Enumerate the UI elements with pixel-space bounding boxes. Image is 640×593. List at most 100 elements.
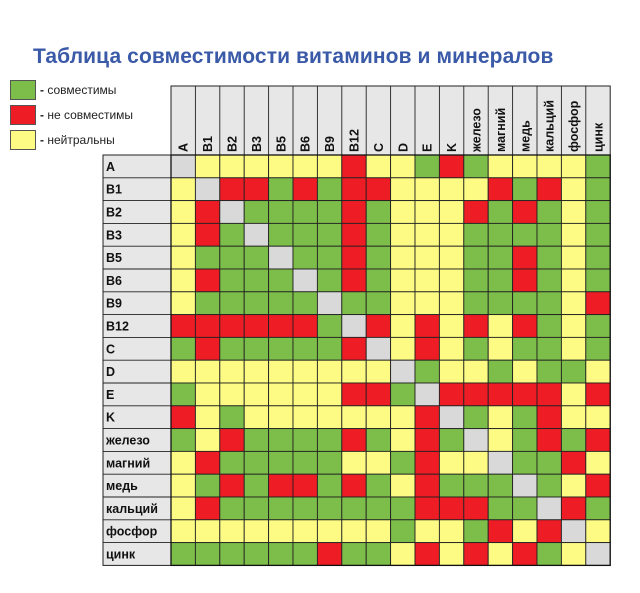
matrix-cell xyxy=(243,177,270,202)
matrix-cell xyxy=(390,359,416,384)
matrix-cell xyxy=(536,405,562,430)
matrix-cell xyxy=(341,382,367,407)
matrix-cell xyxy=(414,359,440,384)
row-label: кальций xyxy=(106,502,158,516)
matrix-cell xyxy=(438,473,465,498)
matrix-cell xyxy=(341,200,367,224)
matrix-cell xyxy=(463,428,489,452)
matrix-cell xyxy=(316,336,343,361)
matrix-cell xyxy=(316,154,343,179)
matrix-cell xyxy=(219,154,245,179)
matrix-cell xyxy=(438,268,465,293)
row-label: K xyxy=(106,411,115,425)
matrix-cell xyxy=(438,359,465,384)
column-label: фосфор xyxy=(567,100,581,152)
legend-dash: - xyxy=(40,108,44,122)
row-label: железо xyxy=(105,434,150,448)
matrix-cell xyxy=(219,450,245,475)
row-label: магний xyxy=(106,456,150,470)
matrix-cell xyxy=(414,450,440,475)
matrix-cell xyxy=(438,291,465,316)
matrix-cell xyxy=(585,450,611,475)
row-label: B9 xyxy=(106,297,122,311)
matrix-cell xyxy=(194,245,221,270)
matrix-cell xyxy=(316,177,343,202)
matrix-cell xyxy=(365,177,392,202)
matrix-cell xyxy=(170,496,196,521)
matrix-cell xyxy=(341,519,367,544)
matrix-cell xyxy=(170,542,196,566)
matrix-cell xyxy=(170,473,196,498)
matrix-cell xyxy=(365,496,392,521)
matrix-cell xyxy=(560,268,587,293)
matrix-cell xyxy=(463,519,489,544)
matrix-cell xyxy=(268,314,294,338)
matrix-cell xyxy=(316,359,343,384)
matrix-cell xyxy=(170,519,196,544)
matrix-cell xyxy=(487,268,514,293)
matrix-cell xyxy=(365,222,392,247)
matrix-cell xyxy=(219,314,245,338)
matrix-cell xyxy=(292,154,318,179)
matrix-cell xyxy=(585,177,611,202)
matrix-cell xyxy=(560,382,587,407)
matrix-cell xyxy=(463,496,489,521)
matrix-cell xyxy=(390,542,416,566)
column-label: кальций xyxy=(543,100,557,152)
matrix-cell xyxy=(243,542,270,566)
matrix-cell xyxy=(194,519,221,544)
matrix-cell xyxy=(463,473,489,498)
matrix-cell xyxy=(585,405,611,430)
matrix-cell xyxy=(170,314,196,338)
matrix-cell xyxy=(341,154,367,179)
page-title: Таблица совместимости витаминов и минера… xyxy=(33,45,554,68)
matrix-cell xyxy=(170,382,196,407)
matrix-cell xyxy=(560,200,587,224)
matrix-cell xyxy=(219,222,245,247)
matrix-cell xyxy=(414,382,440,407)
matrix-cell xyxy=(268,245,294,270)
matrix-cell xyxy=(341,359,367,384)
matrix-cell xyxy=(292,291,318,316)
matrix-cell xyxy=(316,542,343,566)
legend-text: совместимы xyxy=(47,83,117,97)
matrix-cell xyxy=(194,314,221,338)
matrix-cell xyxy=(536,496,562,521)
matrix-cell xyxy=(292,405,318,430)
matrix-cell xyxy=(585,359,611,384)
matrix-cell xyxy=(536,314,562,338)
row-label: D xyxy=(106,365,115,379)
matrix-cell xyxy=(292,245,318,270)
matrix-cell xyxy=(194,405,221,430)
matrix-cell xyxy=(243,359,270,384)
matrix-cell xyxy=(194,336,221,361)
matrix-cell xyxy=(268,268,294,293)
matrix-cell xyxy=(170,359,196,384)
matrix-cell xyxy=(316,245,343,270)
matrix-border xyxy=(170,154,611,567)
matrix-cell xyxy=(243,314,270,338)
matrix-cell xyxy=(487,382,514,407)
matrix-cell xyxy=(268,382,294,407)
matrix-cell xyxy=(219,405,245,430)
matrix-cell xyxy=(292,177,318,202)
matrix-cell xyxy=(560,336,587,361)
matrix-cell xyxy=(268,473,294,498)
matrix-cell xyxy=(585,268,611,293)
matrix-cell xyxy=(268,359,294,384)
matrix-cell xyxy=(463,291,489,316)
matrix-cell xyxy=(585,519,611,544)
matrix-cell xyxy=(438,222,465,247)
matrix-cell xyxy=(487,473,514,498)
matrix-cell xyxy=(536,291,562,316)
matrix-cell xyxy=(219,336,245,361)
matrix-cell xyxy=(341,473,367,498)
legend-text: не совместимы xyxy=(47,108,134,122)
matrix-cell xyxy=(268,336,294,361)
row-label: E xyxy=(106,388,114,402)
matrix-cell xyxy=(487,405,514,430)
matrix-cell xyxy=(414,428,440,452)
matrix-cell xyxy=(268,542,294,566)
matrix-cell xyxy=(219,519,245,544)
matrix-cell xyxy=(219,359,245,384)
